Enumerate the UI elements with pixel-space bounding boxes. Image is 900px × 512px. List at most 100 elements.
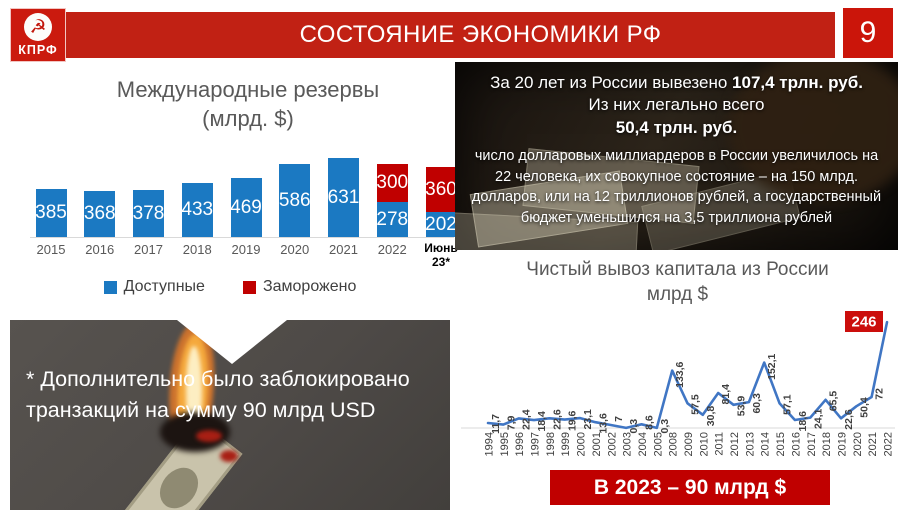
- reserves-chart-title: Международные резервы (млрд. $): [28, 76, 468, 133]
- data-point-label: 72: [874, 388, 886, 400]
- x-axis-line: [30, 237, 454, 238]
- capital-export-text: За 20 лет из России вывезено 107,4 трлн.…: [455, 62, 898, 229]
- bar-column: 385 2015: [34, 66, 68, 257]
- x-axis-label: 2017: [134, 242, 163, 257]
- x-axis-label: 2020: [280, 242, 310, 257]
- bar-segment-available: 385: [35, 189, 67, 237]
- bar-value-label: 433: [181, 199, 214, 220]
- x-tick-label: 2005: [652, 432, 664, 456]
- bar-value-label: 385: [35, 202, 67, 223]
- data-point-label: 7,9: [505, 415, 517, 430]
- outflow-title-line1: Чистый вывоз капитала из России: [526, 259, 829, 280]
- page-title: СОСТОЯНИЕ ЭКОНОМИКИ РФ: [299, 21, 662, 48]
- x-tick-label: 1995: [499, 432, 511, 456]
- x-tick-label: 2003: [622, 432, 634, 456]
- bar-segment-available: 202: [425, 212, 457, 237]
- reserves-title-line2: (млрд. $): [202, 105, 294, 131]
- outflow-line: [486, 320, 889, 430]
- x-tick-label: 2014: [760, 432, 772, 456]
- bar-column: 300 278 2022: [375, 66, 409, 257]
- data-point-label: 30,8: [705, 406, 717, 427]
- bar-value-label: 300: [376, 172, 409, 193]
- export-line1: За 20 лет из России вывезено 107,4 трлн.…: [490, 73, 863, 92]
- legend-swatch-blue: [103, 280, 117, 294]
- x-tick-label: 2000: [576, 432, 588, 456]
- x-tick-label: 2001: [591, 432, 603, 456]
- x-tick-label: 2004: [637, 432, 649, 456]
- bar-value-label: 469: [230, 196, 262, 218]
- slide-number: 9: [843, 8, 893, 58]
- x-tick-label: 2002: [606, 432, 618, 456]
- x-tick-label: 1999: [560, 432, 572, 456]
- x-axis-label: Июнь 23*: [424, 241, 458, 269]
- bar-segment-frozen: 360: [425, 167, 457, 212]
- data-point-label: 81,4: [720, 384, 732, 405]
- legend-item-frozen: Заморожено: [242, 278, 357, 296]
- bar-column: 469 2019: [229, 66, 263, 257]
- kprf-logo: ☭ КПРФ: [10, 8, 66, 62]
- data-point-label: 23,1: [582, 409, 594, 430]
- ember-shape: [220, 450, 238, 462]
- x-tick-label: 1997: [530, 432, 542, 456]
- ember-shape: [196, 430, 222, 442]
- bar-column: 368 2016: [83, 66, 117, 257]
- x-axis-label: 2022: [377, 242, 407, 257]
- x-tick-label: 2008: [668, 432, 680, 456]
- chart-legend: Доступные Заморожено: [10, 278, 450, 296]
- export-line1-bold: 107,4 трлн. руб.: [732, 73, 863, 92]
- data-point-label: 8,6: [644, 415, 656, 430]
- x-tick-label: 2022: [883, 432, 895, 456]
- hand-shape: [728, 62, 898, 202]
- outflow-title-line2: млрд $: [646, 283, 709, 305]
- bar-segment-available: 433: [181, 183, 214, 237]
- bar-value-label: 378: [132, 202, 165, 224]
- reserves-title-line1: Международные резервы: [116, 77, 380, 102]
- data-point-label: 60,3: [751, 393, 763, 414]
- x-tick-label: 2011: [714, 432, 726, 456]
- callout-246-label: 246: [851, 314, 876, 331]
- header-bar: СОСТОЯНИЕ ЭКОНОМИКИ РФ: [30, 12, 835, 58]
- bar-segment-frozen: 300: [376, 164, 409, 202]
- bar-value-label: 278: [376, 208, 409, 230]
- bar-column: 586 2020: [278, 66, 312, 257]
- logo-label: КПРФ: [18, 43, 58, 57]
- note-line2: транзакций на сумму 90 млрд USD: [26, 397, 376, 422]
- x-tick-label: 1994: [484, 432, 496, 456]
- x-tick-label: 2017: [806, 432, 818, 456]
- bar-column: 378 2017: [132, 66, 166, 257]
- flame-shape: [186, 346, 202, 432]
- x-axis-label: 2018: [182, 242, 212, 257]
- data-point-label: 65,5: [828, 391, 840, 412]
- outflow-line-plot: 1994 1995 1996 1997 1998 1999 2000 2001 2002 2003…: [461, 311, 895, 456]
- bar-value-label: 368: [83, 203, 116, 224]
- outflow-chart-title: Чистый вывоз капитала из России млрд $: [455, 258, 900, 307]
- x-tick-label: 2013: [744, 432, 756, 456]
- x-tick-label: 2019: [837, 432, 849, 456]
- capital-export-image: За 20 лет из России вывезено 107,4 трлн.…: [455, 62, 898, 250]
- billionaires-paragraph: число долларовых миллиардеров в России у…: [471, 148, 882, 227]
- bar-column: 433 2018: [180, 66, 214, 257]
- x-tick-label: 2010: [698, 432, 710, 456]
- legend-label: Заморожено: [262, 278, 357, 295]
- data-point-label: 152,1: [766, 353, 778, 379]
- x-axis-label: 2015: [36, 242, 66, 257]
- data-point-label: 57,1: [782, 394, 794, 415]
- x-tick-label: 1996: [514, 432, 526, 456]
- bar-value-label: 360: [425, 178, 457, 200]
- bar-segment-available: 469: [230, 178, 262, 237]
- data-point-label: 0,3: [659, 419, 671, 434]
- data-point-label: 0,3: [628, 419, 640, 434]
- bar-column: 631 2021: [327, 66, 361, 257]
- legend-label: Доступные: [123, 278, 205, 295]
- x-axis-label: 2021: [329, 242, 358, 257]
- x-tick-label: 2012: [729, 432, 741, 456]
- reserves-chart: 385 2015 368 2016 378 2017 433 2018 469 2019 586 20…: [10, 66, 458, 316]
- bar-value-label: 202: [425, 213, 457, 235]
- data-point-label: 50,4: [858, 397, 870, 418]
- forecast-2023-banner: В 2023 – 90 млрд $: [550, 470, 830, 505]
- blocked-transactions-note: * Дополнительно было заблокировано транз…: [26, 364, 450, 425]
- x-tick-label: 2015: [775, 432, 787, 456]
- data-point-label: 13,6: [597, 413, 609, 434]
- x-tick-label: 2018: [821, 432, 833, 456]
- data-point-label: 18,6: [797, 411, 809, 432]
